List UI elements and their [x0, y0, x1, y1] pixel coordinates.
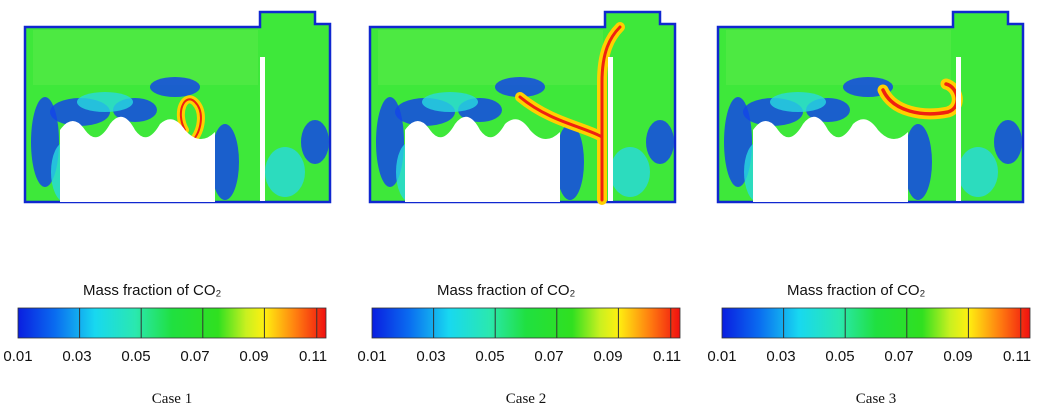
colorbar-tick-label: 0.01 [3, 348, 32, 365]
upper-zone [33, 30, 258, 85]
partition [260, 57, 265, 201]
mid-zone [77, 92, 133, 112]
colorbar-tick-label: 0.11 [653, 348, 681, 365]
obstacle [405, 116, 560, 202]
colorbar-tick-label: 0.07 [884, 348, 913, 365]
upper-zone [378, 30, 603, 85]
upper-zone [726, 30, 951, 85]
contour-panel [716, 10, 1025, 204]
colorbar-tick-label: 0.11 [299, 348, 327, 365]
plume-core [518, 25, 622, 202]
mid-zone [958, 147, 998, 197]
colorbar-tick-label: 0.05 [475, 348, 504, 365]
colorbar-tick-label: 0.05 [825, 348, 854, 365]
low-zone [301, 120, 329, 164]
colorbar [17, 307, 327, 339]
colorbar [721, 307, 1031, 339]
low-zone [904, 124, 932, 200]
colorbar-title: Mass fraction of CO₂ [787, 282, 926, 299]
caption: Case 1 [152, 391, 192, 407]
colorbar [371, 307, 681, 339]
low-zone [211, 124, 239, 200]
contour-panel [368, 10, 677, 205]
colorbar-tick-label: 0.07 [534, 348, 563, 365]
obstacle [753, 116, 908, 202]
colorbar-tick-label: 0.03 [416, 348, 445, 365]
caption: Case 3 [856, 391, 896, 407]
colorbar-tick-label: 0.11 [1003, 348, 1031, 365]
caption: Case 2 [506, 391, 546, 407]
partition [608, 57, 613, 201]
colorbar-tick-label: 0.09 [239, 348, 268, 365]
colorbar-title: Mass fraction of CO₂ [437, 282, 576, 299]
plume-core [881, 82, 959, 116]
low-zone [994, 120, 1022, 164]
colorbar-tick-label: 0.09 [593, 348, 622, 365]
mid-zone [770, 92, 826, 112]
colorbar-title: Mass fraction of CO₂ [83, 282, 222, 299]
plume-core [179, 98, 202, 141]
colorbar-tick-label: 0.05 [121, 348, 150, 365]
colorbar-tick-label: 0.03 [62, 348, 91, 365]
mid-zone [422, 92, 478, 112]
colorbar-tick-label: 0.07 [180, 348, 209, 365]
low-zone [556, 124, 584, 200]
colorbar-tick-label: 0.01 [357, 348, 386, 365]
mid-zone [610, 147, 650, 197]
low-zone [646, 120, 674, 164]
contour-panel [23, 10, 332, 204]
colorbar-tick-label: 0.03 [766, 348, 795, 365]
colorbar-tick-label: 0.09 [943, 348, 972, 365]
colorbar-tick-label: 0.01 [707, 348, 736, 365]
mid-zone [265, 147, 305, 197]
obstacle [60, 116, 215, 202]
partition [956, 57, 961, 201]
low-zone [150, 77, 200, 97]
low-zone [495, 77, 545, 97]
